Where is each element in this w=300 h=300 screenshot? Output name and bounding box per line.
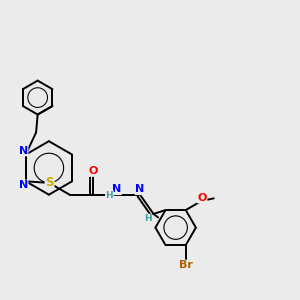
Text: O: O	[197, 193, 207, 203]
Text: O: O	[88, 166, 98, 176]
Text: H: H	[144, 214, 152, 223]
Text: H: H	[106, 191, 113, 200]
Text: S: S	[45, 176, 54, 189]
Text: Br: Br	[179, 260, 193, 270]
Text: N: N	[19, 146, 28, 156]
Text: N: N	[19, 180, 28, 190]
Text: N: N	[135, 184, 145, 194]
Text: N: N	[112, 184, 121, 194]
